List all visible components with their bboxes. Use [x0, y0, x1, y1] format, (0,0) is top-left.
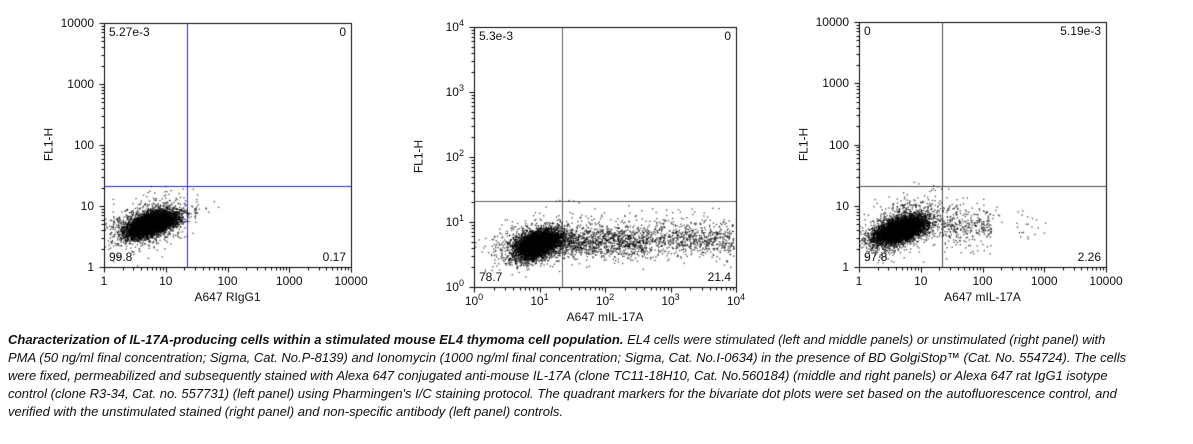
caption-body: EL4 cells were stimulated (left and midd… [8, 332, 1127, 419]
caption-title: Characterization of IL-17A-producing cel… [8, 332, 624, 347]
figure-caption: Characterization of IL-17A-producing cel… [8, 331, 1128, 421]
